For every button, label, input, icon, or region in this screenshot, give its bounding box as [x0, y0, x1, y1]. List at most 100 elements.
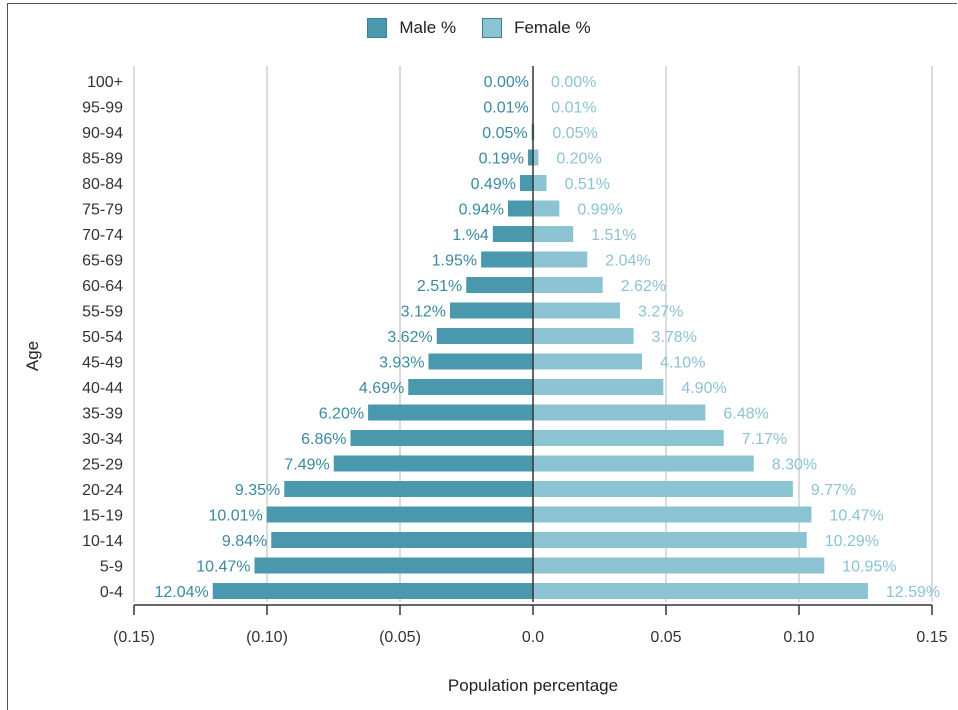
y-tick-100+: 100+ — [87, 74, 123, 91]
y-tick-20-24: 20-24 — [82, 482, 123, 499]
bar-female-0-4 — [533, 583, 868, 599]
label-female-30-34: 7.17% — [742, 431, 787, 448]
y-tick-75-79: 75-79 — [82, 202, 123, 219]
bar-female-5-9 — [533, 557, 825, 574]
bar-female-80-84 — [533, 175, 547, 191]
label-male-25-29: 7.49% — [284, 457, 329, 474]
bar-female-25-29 — [533, 455, 754, 472]
label-female-35-39: 6.48% — [723, 406, 768, 423]
bar-female-65-69 — [533, 251, 588, 268]
label-female-65-69: 2.04% — [605, 253, 650, 270]
bar-female-15-19 — [533, 506, 812, 523]
bar-female-30-34 — [533, 430, 724, 446]
bar-male-25-29 — [333, 455, 533, 472]
x-tick-label-6: 0.15 — [916, 629, 947, 646]
y-tick-90-94: 90-94 — [82, 125, 123, 142]
bar-male-35-39 — [368, 404, 533, 421]
y-tick-70-74: 70-74 — [82, 227, 123, 244]
label-male-15-19: 10.01% — [208, 508, 262, 525]
label-male-35-39: 6.20% — [319, 406, 364, 423]
label-female-80-84: 0.51% — [565, 176, 610, 193]
y-tick-0-4: 0-4 — [100, 584, 123, 601]
bar-male-45-49 — [428, 353, 533, 370]
label-male-85-89: 0.19% — [479, 151, 524, 168]
x-axis-label: Population percentage — [447, 676, 619, 695]
x-tick-label-4: 0.05 — [650, 629, 681, 646]
legend-item-male[interactable]: Male % — [367, 18, 456, 38]
y-tick-50-54: 50-54 — [82, 329, 123, 346]
label-male-70-74: 1.%4 — [452, 227, 489, 244]
chart-frame — [7, 3, 957, 710]
y-tick-40-44: 40-44 — [82, 380, 123, 397]
label-female-75-79: 0.99% — [577, 202, 622, 219]
label-female-20-24: 9.77% — [811, 482, 856, 499]
bar-male-80-84 — [519, 175, 533, 191]
bar-female-40-44 — [533, 379, 664, 395]
label-male-100+: 0.00% — [484, 74, 529, 91]
bar-female-20-24 — [533, 481, 793, 497]
y-tick-10-14: 10-14 — [82, 533, 123, 550]
bar-female-70-74 — [533, 226, 574, 242]
legend: Male % Female % — [0, 18, 958, 38]
x-tick-label-2: (0.05) — [379, 629, 421, 646]
bar-male-5-9 — [254, 557, 534, 574]
bar-female-35-39 — [533, 404, 706, 421]
legend-swatch-female — [482, 18, 503, 38]
legend-swatch-male — [367, 18, 388, 38]
label-female-15-19: 10.47% — [830, 508, 884, 525]
label-female-90-94: 0.05% — [552, 125, 597, 142]
bar-male-30-34 — [350, 430, 533, 446]
legend-label-female: Female % — [514, 18, 591, 37]
legend-item-female[interactable]: Female % — [482, 18, 591, 38]
bar-female-45-49 — [533, 353, 643, 370]
label-female-5-9: 10.95% — [842, 559, 896, 576]
label-male-55-59: 3.12% — [401, 304, 446, 321]
bar-male-15-19 — [266, 506, 533, 523]
label-female-50-54: 3.78% — [652, 329, 697, 346]
y-tick-30-34: 30-34 — [82, 431, 123, 448]
bar-male-10-14 — [271, 532, 533, 548]
bar-male-75-79 — [507, 200, 533, 217]
label-male-5-9: 10.47% — [196, 559, 250, 576]
y-axis-label: Age — [23, 340, 42, 372]
y-tick-15-19: 15-19 — [82, 508, 123, 525]
label-male-45-49: 3.93% — [379, 355, 424, 372]
bar-female-50-54 — [533, 328, 634, 344]
label-female-25-29: 8.30% — [772, 457, 817, 474]
bar-female-55-59 — [533, 302, 620, 319]
y-tick-65-69: 65-69 — [82, 253, 123, 270]
label-male-80-84: 0.49% — [471, 176, 516, 193]
x-tick-label-3: 0.0 — [522, 629, 544, 646]
bar-female-60-64 — [533, 277, 603, 293]
x-tick-label-0: (0.15) — [113, 629, 155, 646]
label-male-10-14: 9.84% — [222, 533, 267, 550]
label-female-0-4: 12.59% — [886, 584, 940, 601]
bar-male-60-64 — [466, 277, 533, 293]
y-tick-35-39: 35-39 — [82, 406, 123, 423]
bar-male-65-69 — [481, 251, 533, 268]
y-tick-80-84: 80-84 — [82, 176, 123, 193]
bar-male-20-24 — [284, 481, 533, 497]
bar-male-55-59 — [450, 302, 533, 319]
label-male-60-64: 2.51% — [417, 278, 462, 295]
label-male-65-69: 1.95% — [432, 253, 477, 270]
bar-female-10-14 — [533, 532, 807, 548]
bar-male-40-44 — [408, 379, 533, 395]
label-male-95-99: 0.01% — [483, 100, 528, 117]
bar-female-85-89 — [533, 149, 539, 166]
x-tick-label-1: (0.10) — [246, 629, 288, 646]
y-tick-45-49: 45-49 — [82, 355, 123, 372]
label-female-55-59: 3.27% — [638, 304, 683, 321]
label-female-10-14: 10.29% — [825, 533, 879, 550]
bar-male-85-89 — [527, 149, 533, 166]
x-tick-label-5: 0.10 — [783, 629, 814, 646]
label-female-45-49: 4.10% — [660, 355, 705, 372]
label-female-70-74: 1.51% — [591, 227, 636, 244]
y-tick-95-99: 95-99 — [82, 100, 123, 117]
bar-male-50-54 — [436, 328, 533, 344]
y-tick-60-64: 60-64 — [82, 278, 123, 295]
label-female-40-44: 4.90% — [681, 380, 726, 397]
bar-male-0-4 — [212, 583, 533, 599]
y-tick-55-59: 55-59 — [82, 304, 123, 321]
